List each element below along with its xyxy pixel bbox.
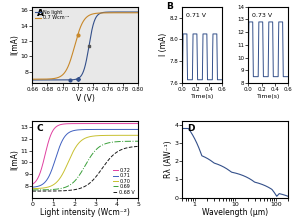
X-axis label: Wavelength (μm): Wavelength (μm) <box>202 208 268 217</box>
0.71 <box>136 128 140 131</box>
Line: No light: No light <box>32 12 138 80</box>
0.7 Wcm⁻² <box>103 12 107 14</box>
Line: 0.71: 0.71 <box>32 129 138 187</box>
Line: 0.7 Wcm⁻²: 0.7 Wcm⁻² <box>32 13 138 79</box>
0.70 <box>101 134 105 137</box>
0.72 <box>110 122 114 125</box>
No light <box>77 77 81 79</box>
Line: 0.70: 0.70 <box>32 135 138 189</box>
Line: 0.68 V: 0.68 V <box>32 146 138 191</box>
0.71 <box>110 128 114 131</box>
0.7 Wcm⁻² <box>115 12 118 14</box>
Line: 0.69: 0.69 <box>32 141 138 190</box>
0.72 <box>49 133 53 136</box>
0.71 <box>31 186 34 188</box>
0.69 <box>101 143 105 146</box>
0.70 <box>31 187 34 190</box>
0.68 V <box>58 190 61 192</box>
X-axis label: Time(s): Time(s) <box>191 94 214 99</box>
0.68 V <box>110 155 114 157</box>
No light <box>115 11 118 13</box>
0.72 <box>136 122 140 125</box>
No light <box>103 11 107 14</box>
Line: 0.72: 0.72 <box>32 124 138 184</box>
X-axis label: Time(s): Time(s) <box>256 94 280 99</box>
Text: B: B <box>166 2 173 11</box>
0.68 V <box>78 187 82 190</box>
0.71 <box>101 128 105 131</box>
0.68 V <box>93 177 96 180</box>
0.70 <box>49 185 53 187</box>
0.70 <box>58 178 61 180</box>
0.7 Wcm⁻² <box>41 78 45 81</box>
0.71 <box>78 128 82 131</box>
0.72 <box>58 124 61 126</box>
No light <box>41 79 45 81</box>
0.70 <box>78 140 82 143</box>
No light <box>31 79 34 81</box>
Text: C: C <box>36 123 43 133</box>
0.69 <box>49 188 53 191</box>
No light <box>73 78 77 81</box>
Y-axis label: Rλ (AW⁻¹): Rλ (AW⁻¹) <box>164 141 173 178</box>
0.68 V <box>31 190 34 192</box>
X-axis label: V (V): V (V) <box>76 94 95 103</box>
X-axis label: Light intensity (Wcm⁻²): Light intensity (Wcm⁻²) <box>40 208 130 217</box>
No light <box>136 11 140 13</box>
0.72 <box>78 122 82 125</box>
0.71 <box>49 170 53 173</box>
No light <box>113 11 116 13</box>
Legend: 0.72, 0.71, 0.70, 0.69, 0.68 V: 0.72, 0.71, 0.70, 0.69, 0.68 V <box>113 167 136 195</box>
Text: D: D <box>187 123 194 133</box>
0.69 <box>58 187 61 190</box>
Text: A: A <box>36 9 44 18</box>
0.7 Wcm⁻² <box>113 12 116 14</box>
0.68 V <box>101 166 105 169</box>
0.68 V <box>49 190 53 192</box>
Legend: No light, 0.7 Wcm⁻²: No light, 0.7 Wcm⁻² <box>35 9 69 21</box>
0.7 Wcm⁻² <box>77 30 81 33</box>
0.72 <box>93 122 96 125</box>
Text: 0.73 V: 0.73 V <box>252 13 272 18</box>
0.69 <box>136 140 140 143</box>
0.69 <box>93 150 96 153</box>
0.70 <box>93 135 96 137</box>
0.7 Wcm⁻² <box>73 43 77 46</box>
0.7 Wcm⁻² <box>31 78 34 81</box>
0.71 <box>93 128 96 131</box>
0.68 V <box>136 145 140 148</box>
0.71 <box>58 146 61 148</box>
Y-axis label: I(mA): I(mA) <box>10 34 19 55</box>
0.70 <box>136 134 140 137</box>
0.70 <box>110 134 114 137</box>
0.69 <box>110 141 114 144</box>
0.72 <box>31 183 34 186</box>
0.72 <box>101 122 105 125</box>
Text: 0.71 V: 0.71 V <box>186 13 206 18</box>
Y-axis label: I(mA): I(mA) <box>10 149 19 170</box>
0.69 <box>78 173 82 175</box>
0.69 <box>31 188 34 191</box>
0.7 Wcm⁻² <box>136 12 140 14</box>
Y-axis label: I (mA): I (mA) <box>159 33 168 56</box>
